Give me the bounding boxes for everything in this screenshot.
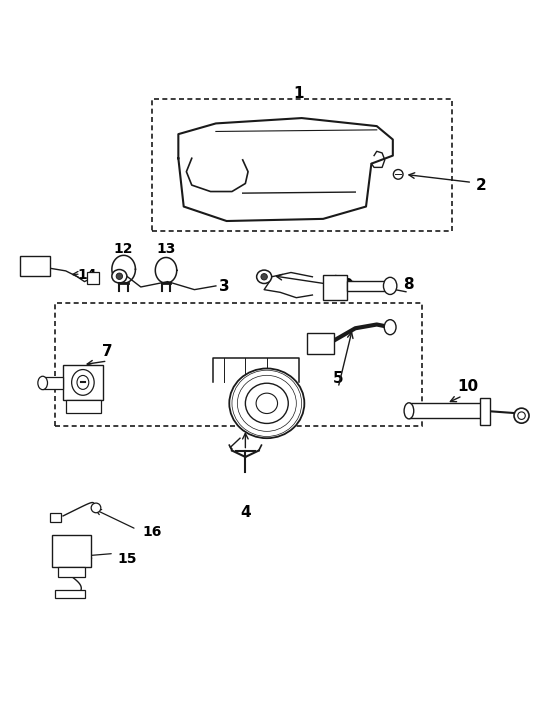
Bar (87, 273, 99, 285)
Text: 12: 12 (114, 242, 133, 256)
Ellipse shape (518, 412, 526, 419)
Bar (323, 275, 347, 300)
Ellipse shape (256, 393, 278, 413)
Text: 11: 11 (30, 261, 50, 275)
Text: 4: 4 (240, 505, 251, 520)
Bar (58, 567, 85, 576)
Bar (409, 404, 484, 418)
Text: 16: 16 (143, 525, 162, 539)
Ellipse shape (229, 368, 305, 438)
Ellipse shape (77, 375, 89, 389)
Ellipse shape (72, 370, 94, 395)
Bar (307, 333, 334, 354)
Text: 3: 3 (219, 280, 229, 295)
Bar (55, 303, 423, 426)
Text: 9: 9 (342, 278, 353, 293)
Bar (20, 256, 50, 276)
Ellipse shape (112, 270, 127, 283)
Ellipse shape (245, 383, 288, 423)
Text: 8: 8 (404, 277, 414, 292)
Ellipse shape (393, 169, 403, 179)
Bar (66, 399, 101, 413)
Ellipse shape (514, 408, 529, 423)
Ellipse shape (261, 273, 267, 280)
Text: 13: 13 (156, 242, 176, 256)
Text: 7: 7 (102, 344, 113, 359)
Bar (52, 535, 91, 567)
Ellipse shape (404, 403, 414, 419)
Text: 10: 10 (457, 379, 479, 394)
Ellipse shape (116, 273, 122, 280)
Bar (55, 590, 85, 598)
Ellipse shape (257, 270, 272, 283)
Bar (43, 377, 63, 389)
Bar (480, 398, 490, 425)
Ellipse shape (91, 503, 101, 513)
Text: 1: 1 (294, 86, 304, 101)
Bar (50, 513, 61, 523)
Text: 5: 5 (333, 370, 343, 386)
Bar (347, 280, 388, 291)
Bar (151, 99, 452, 231)
Text: 14: 14 (78, 268, 97, 282)
Ellipse shape (38, 376, 47, 389)
Text: 15: 15 (118, 552, 137, 566)
Bar (63, 365, 103, 399)
Text: 2: 2 (476, 178, 487, 193)
Text: 6: 6 (288, 382, 299, 396)
Ellipse shape (384, 320, 396, 335)
Ellipse shape (383, 278, 397, 295)
